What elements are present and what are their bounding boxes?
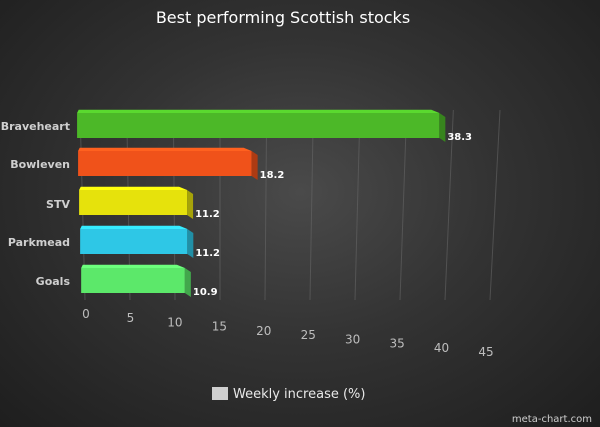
bar-stv[interactable] (79, 186, 194, 219)
bar-front-face[interactable] (78, 151, 252, 176)
data-labels: 38.3 18.2 11.2 11.2 10.9 (193, 132, 472, 298)
x-tick-label: 5 (127, 311, 135, 325)
bar-top-face[interactable] (77, 109, 440, 113)
data-label: 10.9 (193, 287, 218, 298)
bar-braveheart[interactable] (77, 109, 446, 142)
gridline (399, 109, 408, 301)
x-tick-label: 25 (301, 328, 316, 342)
legend-swatch[interactable] (212, 387, 228, 400)
x-tick-label: 20 (256, 324, 271, 338)
bar-parkmead[interactable] (80, 225, 194, 258)
x-tick-label: 15 (212, 320, 227, 334)
bar-goals[interactable] (81, 264, 191, 297)
bar-front-face[interactable] (77, 113, 440, 138)
gridline (489, 109, 501, 301)
gridline (444, 109, 454, 301)
gridline (309, 109, 314, 301)
bar-end-face[interactable] (187, 229, 194, 258)
grid (79, 109, 501, 301)
bar-top-face[interactable] (78, 147, 252, 151)
x-tick-label: 35 (389, 337, 404, 351)
bar-end-face[interactable] (184, 268, 191, 297)
x-tick-label: 10 (167, 315, 182, 329)
bar-bowleven[interactable] (78, 147, 258, 180)
data-label: 38.3 (447, 132, 472, 143)
category-label: Braveheart (1, 120, 70, 133)
bar-end-face[interactable] (439, 113, 446, 142)
bar-front-face[interactable] (79, 190, 188, 215)
bar-front-face[interactable] (80, 229, 188, 254)
category-label: STV (46, 198, 70, 211)
x-tick-label: 45 (478, 345, 493, 359)
bar-front-face[interactable] (81, 268, 185, 293)
x-tick-label: 40 (434, 341, 449, 355)
data-label: 18.2 (260, 170, 285, 181)
x-tick-label: 30 (345, 332, 360, 346)
category-label: Goals (36, 275, 71, 288)
bar-end-face[interactable] (187, 190, 194, 219)
chart-title: Best performing Scottish stocks (156, 8, 410, 27)
bar-top-face[interactable] (80, 225, 188, 229)
gridline (264, 109, 268, 301)
bars (77, 109, 446, 297)
x-tick-labels: 0 5 10 15 20 25 30 35 40 45 (82, 307, 493, 359)
legend-label[interactable]: Weekly increase (%) (233, 387, 365, 402)
bar-end-face[interactable] (251, 151, 258, 180)
data-label: 11.2 (195, 248, 220, 259)
x-tick-label: 0 (82, 307, 90, 321)
gridline (354, 109, 361, 301)
credit-label[interactable]: meta-chart.com (512, 414, 592, 425)
category-label: Parkmead (8, 236, 70, 249)
category-label: Bowleven (10, 158, 70, 171)
category-labels: Braveheart Bowleven STV Parkmead Goals (1, 120, 71, 288)
data-label: 11.2 (195, 209, 220, 220)
bar-top-face[interactable] (81, 264, 185, 268)
bar-top-face[interactable] (79, 186, 188, 190)
legend[interactable]: Weekly increase (%) (212, 387, 365, 402)
